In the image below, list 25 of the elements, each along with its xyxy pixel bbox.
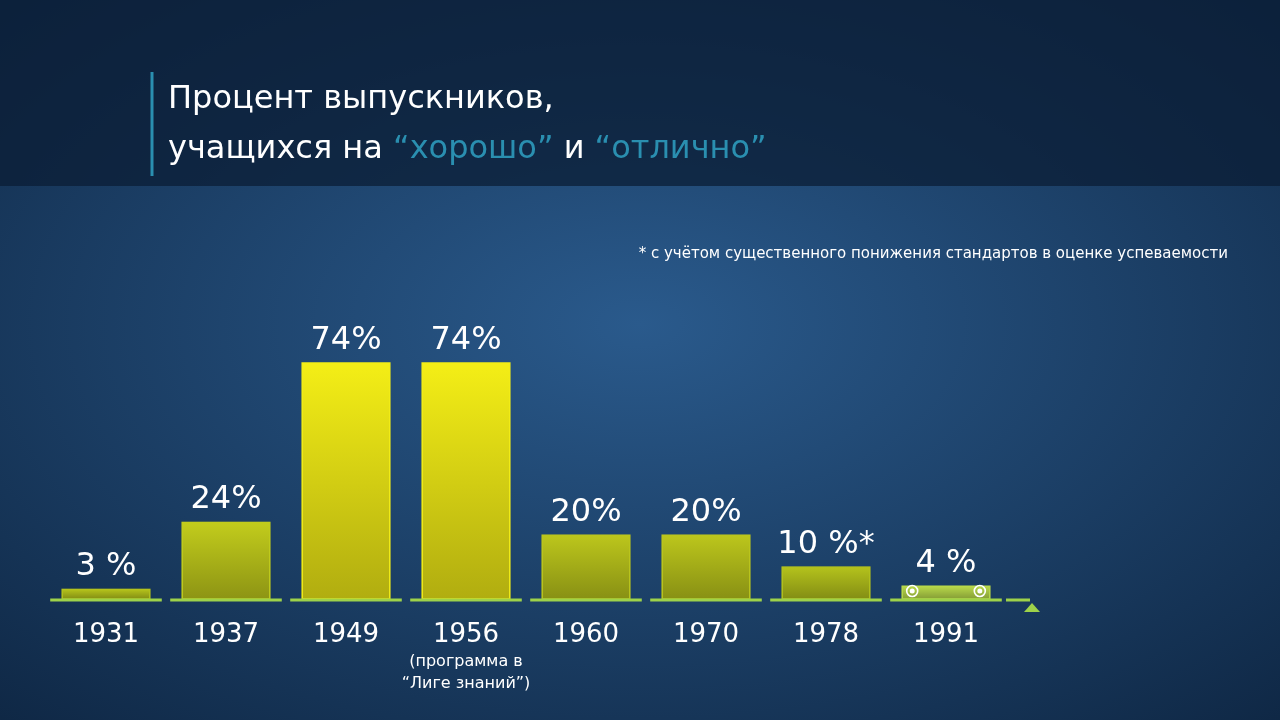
data-label: 74% [430, 319, 502, 357]
x-tick-label: 1937 [192, 618, 260, 648]
text: * с учётом существенного понижения стандартов в оценке успеваемости [638, 244, 1228, 262]
bar [61, 588, 151, 600]
data-label: 20% [550, 491, 622, 530]
data-label: 24% [190, 478, 262, 517]
data-label: 10 %* [777, 523, 875, 562]
bar [181, 521, 271, 600]
x-tick-label: 1978 [792, 618, 860, 648]
x-tick-label: 1991 [912, 618, 980, 648]
bar [421, 362, 511, 600]
data-label: 20% [670, 491, 742, 530]
data-label: 3 % [75, 545, 137, 584]
x-tick-label: 1949 [312, 618, 380, 648]
x-tick-label: 1931 [72, 618, 140, 648]
bar [661, 534, 751, 600]
x-tick-label: 1960 [552, 618, 620, 648]
bar [301, 362, 391, 600]
bar [541, 534, 631, 600]
bar [781, 566, 871, 600]
x-tick-label: 1956 (программа в “Лиге знаний”) [401, 618, 531, 692]
x-tick-label: 1970 [672, 618, 740, 648]
data-label: 4 % [915, 542, 977, 581]
data-label: 74% [310, 319, 382, 357]
chart-title: Процент выпускников, учащихся на “хорошо” и “отлично” [168, 78, 767, 166]
